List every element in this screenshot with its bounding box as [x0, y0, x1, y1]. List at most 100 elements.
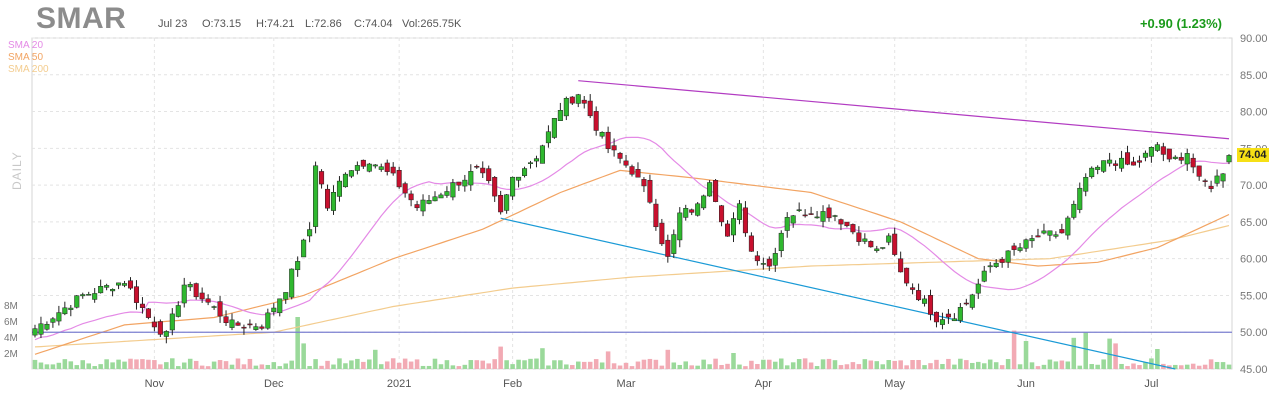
open-value: O:73.15: [202, 18, 242, 30]
candle: [426, 194, 432, 205]
volume-bar: [647, 358, 653, 369]
candle: [1077, 182, 1083, 214]
candle: [784, 212, 790, 238]
candle: [348, 170, 354, 179]
volume-bar: [558, 360, 563, 369]
volume-bar: [981, 363, 987, 369]
volume-bar: [44, 364, 50, 369]
price-tick-label: 80.00: [1240, 107, 1268, 119]
candle-body: [868, 241, 874, 248]
volume-bar: [265, 364, 271, 369]
candle-body: [730, 218, 737, 236]
candle: [796, 202, 802, 213]
candle-body: [384, 162, 390, 172]
volume-bar: [1011, 330, 1017, 369]
candle-body: [74, 295, 80, 308]
candle-body: [319, 171, 325, 185]
candle-body: [468, 171, 474, 186]
candle-body: [927, 295, 934, 315]
candle-body: [199, 292, 205, 300]
candle: [838, 218, 844, 231]
volume-bar: [898, 360, 903, 369]
candle-body: [766, 258, 772, 267]
volume-bar: [862, 359, 868, 369]
candle: [832, 214, 838, 222]
volume-bar: [176, 366, 181, 369]
volume-bar: [629, 366, 635, 369]
candle-body: [510, 176, 516, 197]
volume-bar: [1029, 362, 1035, 369]
time-tick-label: Mar: [617, 378, 636, 390]
candle: [211, 305, 217, 310]
volume-bar: [128, 358, 133, 369]
volume-bar: [1095, 364, 1100, 369]
candle-body: [719, 205, 725, 223]
volume-bar: [384, 361, 390, 369]
candle-body: [742, 207, 748, 234]
candle-body: [122, 283, 128, 286]
candle: [617, 151, 623, 164]
candle: [611, 138, 617, 157]
candle-body: [557, 110, 563, 121]
volume-bar: [116, 359, 121, 369]
candle: [742, 201, 748, 237]
candle: [623, 155, 629, 168]
volume-bar: [886, 360, 891, 369]
candle: [1125, 145, 1131, 166]
candle: [187, 281, 193, 292]
candle-body: [808, 213, 814, 215]
candle: [86, 291, 92, 296]
volume-bar: [367, 359, 372, 369]
candle-body: [916, 290, 922, 301]
candle: [880, 247, 886, 250]
candle-body: [904, 267, 910, 284]
candle-body: [969, 294, 975, 308]
candle: [366, 162, 372, 173]
candle-body: [844, 221, 850, 227]
candle: [492, 176, 498, 202]
candle: [545, 125, 551, 148]
sma20-line: [34, 136, 1230, 341]
candle-body: [1077, 187, 1083, 210]
volume-bar: [253, 365, 259, 369]
candle-body: [533, 158, 539, 162]
volume-bar: [778, 358, 784, 369]
candle-body: [569, 96, 575, 104]
candle: [844, 221, 850, 228]
volume-bar: [987, 359, 993, 369]
volume-bar: [993, 362, 999, 369]
volume-bar: [564, 364, 569, 369]
candle-body: [348, 170, 354, 177]
volume-bar: [319, 365, 324, 369]
candle: [265, 308, 271, 330]
candle-body: [617, 152, 623, 159]
low-value: L:72.86: [305, 18, 342, 30]
volume-bar: [695, 365, 700, 369]
candle: [1059, 223, 1065, 234]
volume-bar: [976, 361, 981, 369]
candle-body: [390, 166, 396, 174]
candle: [1119, 150, 1125, 172]
candle-body: [957, 307, 963, 321]
volume-bar: [480, 360, 486, 369]
volume-bar: [295, 317, 300, 369]
candle-body: [1089, 167, 1095, 178]
volume-tick-label: 4M: [4, 333, 18, 344]
volume-bar: [570, 365, 575, 369]
time-tick-label: Feb: [503, 378, 522, 390]
candle: [74, 295, 80, 309]
candle-body: [474, 166, 480, 168]
candle-body: [987, 265, 993, 268]
candle: [653, 198, 659, 231]
candle-body: [402, 183, 408, 194]
volume-bar: [378, 364, 384, 369]
candle-body: [939, 319, 945, 325]
candle: [1017, 243, 1023, 253]
volume-bar: [1202, 364, 1208, 369]
volume-bar: [946, 358, 951, 369]
price-tick-label: 50.00: [1240, 327, 1268, 339]
candle-body: [1190, 157, 1196, 168]
volume-bar: [707, 364, 712, 369]
volume-bar: [964, 360, 969, 369]
candle-body: [450, 182, 456, 198]
